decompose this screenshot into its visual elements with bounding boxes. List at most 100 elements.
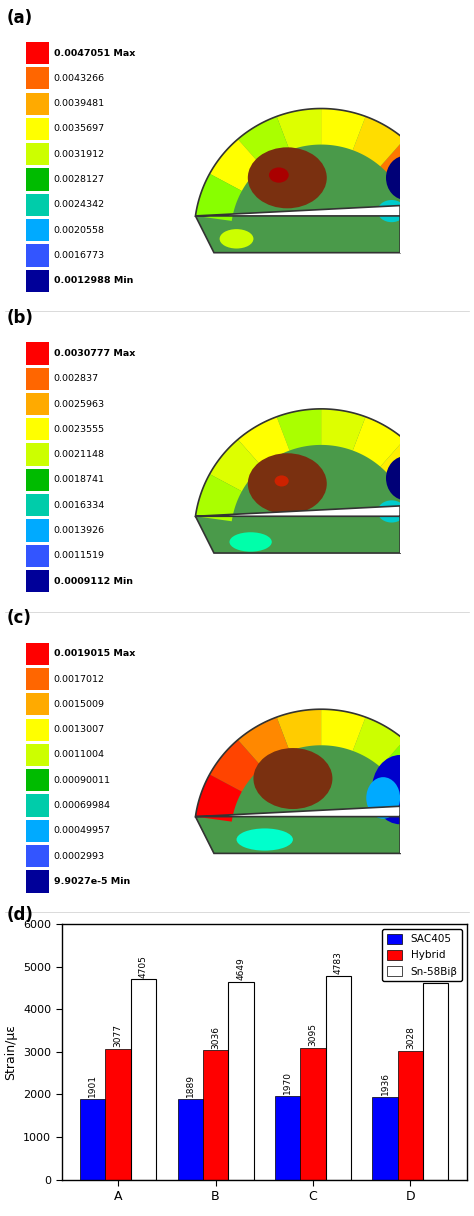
Text: 0.0043266: 0.0043266 (54, 74, 105, 83)
Polygon shape (238, 117, 290, 167)
Text: 0.0002993: 0.0002993 (54, 851, 105, 861)
Text: 0.0020558: 0.0020558 (54, 226, 105, 235)
Text: 0.00090011: 0.00090011 (54, 776, 110, 784)
Polygon shape (238, 417, 290, 467)
Ellipse shape (254, 748, 332, 809)
Text: 0.0021148: 0.0021148 (54, 450, 105, 460)
Ellipse shape (248, 454, 327, 514)
Polygon shape (380, 139, 433, 191)
Ellipse shape (219, 229, 254, 248)
Text: 9.9027e-5 Min: 9.9027e-5 Min (54, 877, 130, 886)
Text: 0.0009112 Min: 0.0009112 Min (54, 576, 133, 586)
Text: 0.0017012: 0.0017012 (54, 675, 105, 683)
Polygon shape (210, 439, 262, 491)
Text: 0.0019015 Max: 0.0019015 Max (54, 649, 135, 658)
Polygon shape (195, 409, 447, 553)
Text: 0.0023555: 0.0023555 (54, 424, 105, 434)
Polygon shape (400, 0, 474, 206)
Text: 1889: 1889 (186, 1075, 195, 1097)
Ellipse shape (248, 147, 327, 208)
Text: 0.002837: 0.002837 (54, 375, 99, 383)
Ellipse shape (378, 500, 406, 523)
Y-axis label: Strain/με: Strain/με (5, 1024, 18, 1080)
Text: 0.0016773: 0.0016773 (54, 250, 105, 260)
Text: 4705: 4705 (139, 955, 148, 978)
Text: 4649: 4649 (237, 957, 246, 980)
Text: 0.00069984: 0.00069984 (54, 801, 110, 810)
Bar (398, 1051, 423, 1180)
Bar (275, 1096, 301, 1180)
Polygon shape (195, 709, 447, 854)
Text: 0.0028127: 0.0028127 (54, 175, 105, 184)
Polygon shape (380, 739, 433, 792)
Polygon shape (277, 108, 321, 151)
Ellipse shape (372, 755, 428, 824)
Text: 3077: 3077 (114, 1024, 123, 1047)
Text: (c): (c) (7, 609, 32, 627)
Text: 1901: 1901 (88, 1074, 97, 1097)
Polygon shape (277, 709, 321, 751)
Polygon shape (195, 474, 242, 522)
Text: 0.0012988 Min: 0.0012988 Min (54, 276, 133, 286)
Text: 0.00049957: 0.00049957 (54, 827, 110, 835)
Text: 1970: 1970 (283, 1071, 292, 1094)
Polygon shape (238, 717, 290, 767)
Text: 4783: 4783 (334, 951, 343, 974)
Bar (301, 1048, 326, 1180)
Polygon shape (321, 709, 365, 751)
Text: 0.0013007: 0.0013007 (54, 725, 105, 734)
Polygon shape (210, 139, 262, 191)
Ellipse shape (386, 156, 426, 199)
Text: 0.0011519: 0.0011519 (54, 551, 105, 561)
Text: (d): (d) (7, 906, 34, 924)
Ellipse shape (274, 475, 289, 486)
Text: 3036: 3036 (211, 1025, 220, 1048)
Ellipse shape (378, 199, 406, 223)
Bar (105, 1048, 131, 1180)
Text: 0.0013926: 0.0013926 (54, 527, 105, 535)
Bar (228, 981, 254, 1180)
Text: 3028: 3028 (406, 1026, 415, 1049)
Polygon shape (400, 806, 474, 854)
Polygon shape (353, 417, 404, 467)
Polygon shape (195, 108, 447, 253)
Text: (b): (b) (7, 309, 34, 327)
Bar (80, 1098, 105, 1180)
Ellipse shape (366, 777, 400, 818)
Polygon shape (277, 409, 321, 451)
Legend: SAC405, Hybrid, Sn-58Biβ: SAC405, Hybrid, Sn-58Biβ (383, 929, 462, 980)
Polygon shape (400, 590, 474, 806)
Bar (131, 979, 156, 1180)
Bar (326, 976, 351, 1180)
Text: 0.0024342: 0.0024342 (54, 201, 105, 209)
Text: 0.0011004: 0.0011004 (54, 750, 105, 760)
Ellipse shape (386, 456, 426, 500)
Polygon shape (195, 174, 242, 221)
Text: 3095: 3095 (309, 1023, 318, 1046)
Text: 0.0016334: 0.0016334 (54, 501, 105, 510)
Polygon shape (401, 775, 447, 822)
Text: 4616: 4616 (431, 958, 440, 981)
Text: 0.0035697: 0.0035697 (54, 124, 105, 134)
Polygon shape (353, 117, 404, 167)
Ellipse shape (269, 168, 289, 182)
Text: (a): (a) (7, 9, 33, 27)
Polygon shape (353, 717, 404, 767)
Polygon shape (321, 409, 365, 451)
Text: 0.0025963: 0.0025963 (54, 400, 105, 409)
Text: 0.0047051 Max: 0.0047051 Max (54, 49, 135, 57)
Polygon shape (401, 474, 447, 522)
Text: 0.0030777 Max: 0.0030777 Max (54, 349, 135, 358)
Text: 0.0031912: 0.0031912 (54, 150, 105, 159)
Bar (203, 1051, 228, 1180)
Polygon shape (210, 739, 262, 792)
Text: 0.0039481: 0.0039481 (54, 100, 105, 108)
Polygon shape (400, 289, 474, 506)
Polygon shape (400, 206, 474, 253)
Text: 1936: 1936 (381, 1073, 390, 1096)
Bar (423, 983, 448, 1180)
Ellipse shape (229, 533, 272, 552)
Polygon shape (400, 506, 474, 553)
Bar (177, 1099, 203, 1180)
Text: 0.0015009: 0.0015009 (54, 700, 105, 709)
